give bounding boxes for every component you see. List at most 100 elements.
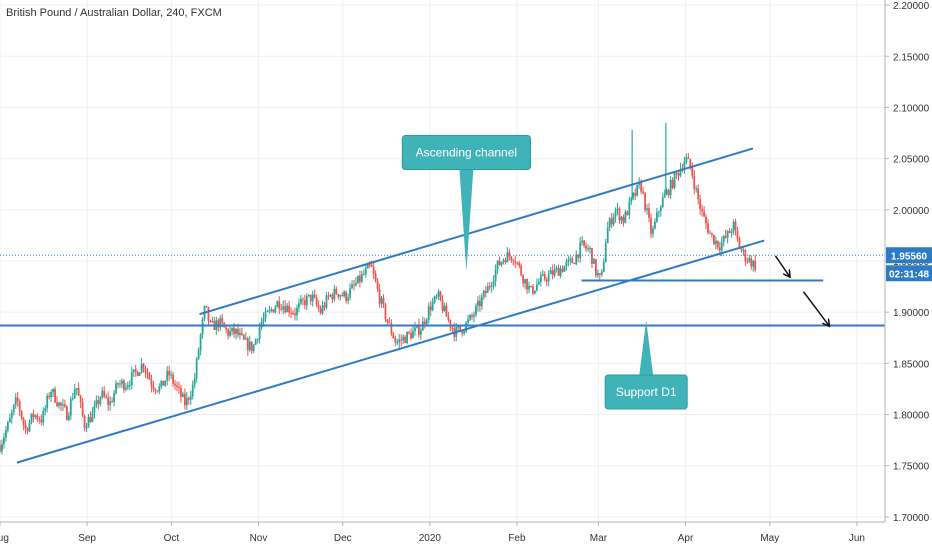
chart-grid (0, 0, 885, 522)
candle-body (276, 301, 279, 308)
candle-body (555, 267, 558, 270)
candle-body (634, 192, 637, 196)
candle-body (551, 270, 554, 276)
candle-body (659, 207, 662, 212)
candle-body (414, 327, 416, 332)
candle-body (209, 320, 212, 322)
candle-body (233, 327, 235, 334)
candle-body (148, 374, 151, 380)
candle-body (528, 285, 530, 290)
drawn-arrows (774, 255, 828, 326)
candle-body (286, 305, 289, 313)
candle-body (665, 190, 668, 195)
candle-body (119, 383, 121, 385)
candle-body (343, 291, 346, 296)
candle-body (227, 329, 230, 336)
candle-body (610, 218, 613, 225)
candle-body (589, 247, 591, 249)
candle-body (0, 445, 1, 452)
candle-body (423, 321, 426, 325)
candle-body (48, 395, 51, 398)
candle-body (616, 208, 619, 210)
candle-body (351, 284, 353, 289)
candle-body (109, 401, 112, 405)
candle-body (36, 415, 39, 420)
callout-text: Support D1 (616, 385, 677, 399)
candle-body (79, 395, 82, 403)
candle-body (596, 273, 599, 276)
candle-body (675, 172, 678, 174)
price-tick-label: 2.15000 (893, 52, 930, 63)
candle-body (498, 260, 501, 266)
candle-body (465, 322, 467, 332)
candle-body (140, 364, 143, 373)
candle-body (187, 397, 190, 400)
candle-body (418, 324, 420, 335)
candle-body (252, 344, 255, 352)
candle-body (754, 260, 757, 270)
candle-body (211, 321, 214, 323)
candle-body (75, 388, 78, 390)
time-tick-label: May (760, 533, 779, 544)
candle-body (258, 327, 261, 340)
candle-body (337, 294, 340, 297)
candle-body (329, 294, 332, 297)
candle-body (445, 305, 448, 317)
candle-body (199, 334, 202, 350)
candle-body (311, 294, 314, 302)
candle-body (180, 387, 182, 397)
candle-body (384, 304, 387, 320)
candle-body (600, 271, 603, 275)
candle-body (154, 389, 157, 391)
candle-body (189, 396, 192, 400)
candle-body (475, 305, 477, 315)
candle-body (182, 393, 184, 397)
candle-body (718, 247, 721, 251)
candle-body (553, 269, 556, 276)
candle-body (315, 297, 318, 305)
candle-body (543, 274, 546, 280)
candle-body (242, 334, 245, 340)
candle-body (689, 158, 692, 168)
candle-body (587, 248, 589, 250)
countdown-badge: 02:31:48 (886, 265, 932, 282)
support-d1-callout: Support D1 (604, 320, 688, 410)
candle-body (463, 331, 466, 334)
candle-body (87, 417, 90, 428)
time-axis[interactable]: Aug Sep Oct Nov Dec 2020 Feb Mar Apr May Jun (0, 521, 932, 550)
candle-body (73, 389, 76, 399)
candle-body (162, 380, 165, 386)
candle-body (364, 268, 367, 275)
candle-body (705, 216, 707, 224)
candle-body (376, 281, 379, 290)
candle-body (441, 300, 444, 311)
candle-body (469, 315, 471, 320)
candle-body (288, 305, 290, 313)
candle-body (679, 168, 682, 176)
candle-body (335, 288, 338, 295)
candle-body (655, 212, 658, 222)
candle-body (431, 302, 434, 311)
candle-body (480, 296, 483, 307)
candle-body (514, 261, 517, 263)
candle-body (488, 286, 491, 288)
time-tick-label: 2020 (419, 533, 442, 544)
candle-body (624, 211, 627, 223)
candle-body (457, 326, 460, 328)
candle-body (368, 264, 371, 266)
candle-body (132, 369, 135, 373)
candle-body (128, 384, 131, 386)
candle-body (482, 290, 485, 297)
candle-body (136, 371, 139, 376)
candle-body (156, 390, 159, 392)
candle-body (362, 274, 365, 276)
candle-body (126, 385, 129, 388)
candle-body (606, 227, 609, 244)
candle-body (38, 419, 41, 421)
candle-body (42, 411, 45, 423)
candle-body (626, 211, 629, 216)
candle-body (575, 254, 578, 265)
candle-body (150, 379, 153, 387)
candle-body (699, 199, 702, 209)
